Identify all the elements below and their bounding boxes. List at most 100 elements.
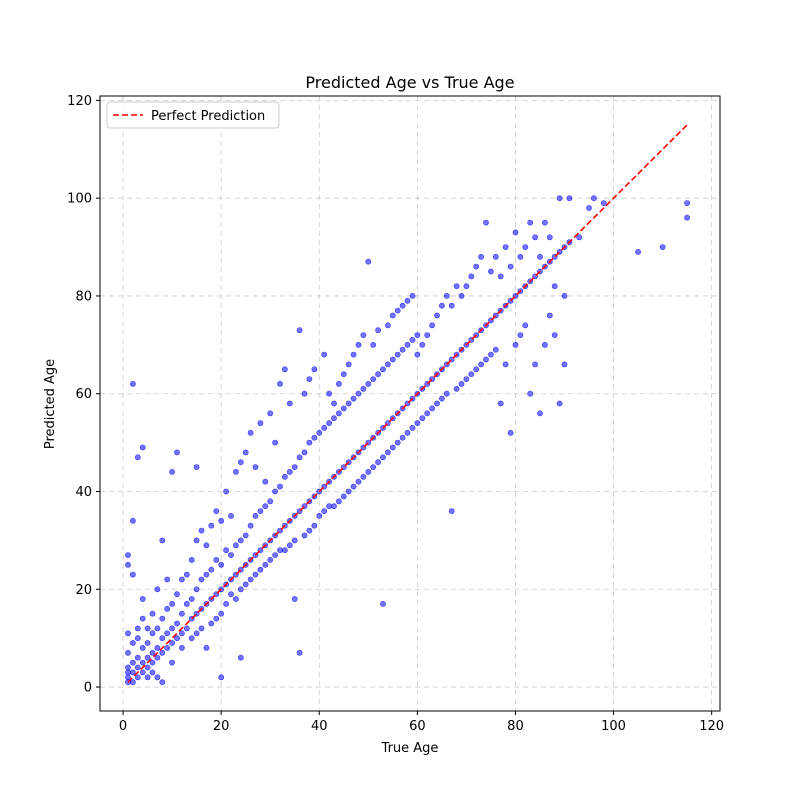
data-point bbox=[257, 508, 264, 514]
y-tick-label: 60 bbox=[75, 387, 92, 402]
data-point bbox=[497, 400, 504, 407]
data-point bbox=[232, 468, 239, 475]
data-point bbox=[139, 669, 146, 676]
data-point bbox=[326, 420, 332, 426]
data-point bbox=[267, 557, 274, 563]
data-point bbox=[183, 601, 190, 607]
grid-lines bbox=[100, 96, 720, 711]
data-point bbox=[286, 468, 293, 475]
data-point bbox=[178, 645, 185, 651]
data-point bbox=[414, 351, 421, 358]
y-axis-ticks: 0 20 40 60 80 100 120 bbox=[67, 94, 100, 696]
data-point bbox=[316, 513, 323, 519]
data-point bbox=[188, 557, 195, 563]
data-point bbox=[345, 488, 352, 495]
data-point bbox=[228, 591, 234, 598]
data-point bbox=[174, 620, 180, 627]
data-point bbox=[335, 498, 342, 505]
data-point bbox=[291, 596, 298, 602]
data-point bbox=[345, 361, 352, 368]
data-point bbox=[129, 659, 136, 666]
data-point bbox=[551, 283, 558, 290]
data-point bbox=[394, 351, 401, 358]
data-point bbox=[267, 498, 274, 505]
data-point bbox=[198, 527, 205, 534]
data-point bbox=[174, 449, 180, 456]
data-point bbox=[198, 576, 205, 583]
data-point bbox=[134, 674, 141, 681]
data-point bbox=[419, 341, 426, 348]
data-point bbox=[659, 244, 666, 250]
data-point bbox=[242, 581, 249, 588]
data-point bbox=[316, 429, 323, 436]
data-point bbox=[556, 400, 563, 407]
data-point bbox=[424, 332, 431, 338]
data-point bbox=[203, 571, 210, 578]
data-point bbox=[129, 669, 136, 676]
data-point bbox=[473, 263, 480, 270]
data-point bbox=[237, 654, 244, 661]
data-point bbox=[542, 341, 548, 348]
data-point bbox=[232, 542, 239, 549]
data-point bbox=[277, 380, 283, 387]
data-point bbox=[281, 473, 288, 480]
data-point bbox=[507, 263, 514, 270]
data-point bbox=[257, 566, 264, 573]
data-point bbox=[252, 464, 259, 470]
data-point bbox=[576, 234, 583, 241]
plot-frame bbox=[99, 95, 721, 712]
data-point bbox=[517, 253, 524, 260]
data-point bbox=[154, 674, 161, 681]
data-point bbox=[247, 576, 254, 583]
data-point bbox=[139, 444, 146, 451]
data-point bbox=[144, 674, 151, 681]
data-point bbox=[453, 385, 460, 392]
data-point bbox=[468, 371, 475, 378]
data-point bbox=[296, 327, 303, 334]
data-point bbox=[149, 669, 156, 676]
data-point bbox=[144, 664, 151, 671]
data-point bbox=[208, 620, 215, 627]
data-point bbox=[311, 522, 318, 529]
data-point bbox=[169, 659, 175, 666]
data-point bbox=[159, 537, 166, 544]
data-point bbox=[129, 679, 136, 686]
data-point bbox=[384, 322, 391, 329]
x-tick-label: 0 bbox=[119, 719, 127, 734]
data-point bbox=[561, 361, 568, 368]
data-point bbox=[125, 630, 131, 637]
data-point bbox=[542, 219, 548, 226]
data-point bbox=[134, 664, 141, 671]
data-point bbox=[370, 376, 377, 382]
data-point bbox=[370, 341, 377, 348]
data-point bbox=[237, 586, 244, 593]
data-point bbox=[134, 454, 141, 461]
data-point bbox=[458, 380, 465, 387]
data-point bbox=[149, 659, 156, 666]
data-point bbox=[281, 366, 288, 373]
data-point bbox=[193, 586, 200, 593]
data-point bbox=[527, 219, 534, 226]
data-point bbox=[154, 654, 161, 661]
data-point bbox=[247, 522, 254, 529]
data-point bbox=[404, 297, 411, 304]
data-point bbox=[497, 273, 504, 280]
data-point bbox=[380, 366, 386, 373]
data-point bbox=[483, 356, 489, 363]
data-point bbox=[321, 351, 328, 358]
data-point bbox=[414, 332, 421, 338]
data-point bbox=[228, 552, 234, 558]
data-point bbox=[537, 253, 543, 260]
data-point bbox=[208, 566, 215, 573]
data-point bbox=[384, 449, 391, 456]
data-point bbox=[291, 464, 298, 470]
data-point bbox=[159, 679, 166, 686]
data-point bbox=[252, 513, 259, 519]
data-point bbox=[223, 488, 229, 495]
data-point bbox=[404, 429, 411, 436]
data-point bbox=[247, 429, 254, 436]
data-point bbox=[291, 537, 298, 544]
data-point bbox=[463, 376, 470, 382]
data-point bbox=[218, 674, 225, 681]
data-point bbox=[139, 659, 146, 666]
